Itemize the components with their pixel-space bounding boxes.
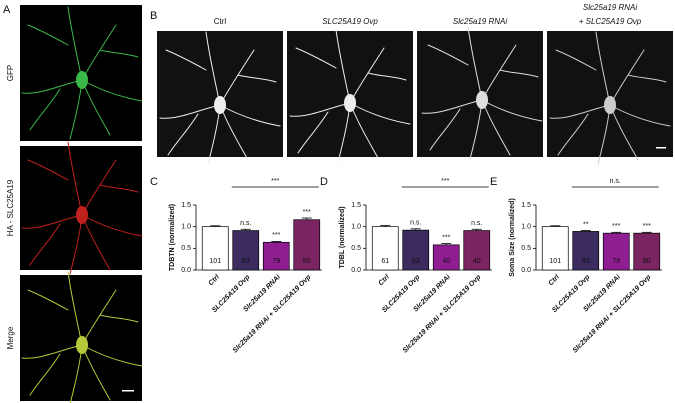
image-label: GFP <box>6 65 15 81</box>
bar <box>293 219 321 271</box>
y-tick-label: 0.0 <box>351 267 361 274</box>
image-label: Ctrl <box>214 17 227 26</box>
y-tick-label: 1.0 <box>351 224 361 231</box>
panel-a: A GFP HA - SLC25A19 Merge <box>3 4 143 403</box>
y-tick-label: 1.5 <box>521 202 531 209</box>
y-tick-label: 1.5 <box>181 202 191 209</box>
y-tick-label: 0.5 <box>351 245 361 252</box>
significance-label: n.s. <box>410 220 421 227</box>
n-label: 80 <box>303 258 311 265</box>
significance-label: n.s. <box>240 220 251 227</box>
scale-bar <box>122 390 134 392</box>
image-label: Slc25a19 RNAi <box>453 17 507 26</box>
panel-letter: A <box>3 4 11 16</box>
y-tick-label: 0.5 <box>181 245 191 252</box>
image-label: Merge <box>6 326 15 349</box>
bracket-label: *** <box>441 178 449 185</box>
n-label: 101 <box>549 258 561 265</box>
image-label: HA - SLC25A19 <box>6 179 15 236</box>
y-tick-label: 0.0 <box>521 267 531 274</box>
y-tick-label: 1.0 <box>521 224 531 231</box>
significance-label: ** <box>583 221 589 228</box>
y-axis-label: TDBL (normalized) <box>339 206 346 268</box>
n-label: 80 <box>643 258 651 265</box>
y-tick-label: 0.5 <box>521 245 531 252</box>
significance-label: *** <box>272 232 280 239</box>
n-label: 83 <box>412 258 420 265</box>
n-label: 83 <box>242 258 250 265</box>
image-label: SLC25A19 Ovp <box>322 17 378 26</box>
bracket-label: *** <box>271 178 279 185</box>
bar <box>232 230 260 271</box>
significance-label: *** <box>442 234 450 241</box>
y-axis-label: TDBTN (normalized) <box>169 204 176 271</box>
image <box>157 31 283 157</box>
y-tick-label: 1.5 <box>351 202 361 209</box>
bar <box>371 226 399 271</box>
panel-letter: B <box>150 10 157 22</box>
image <box>547 31 673 157</box>
panel-b: B Ctrl SLC25A19 Ovp Slc25a19 RNAi Slc25a… <box>150 3 673 165</box>
bar <box>432 244 460 271</box>
panel-letter: D <box>320 176 328 188</box>
image-label: Slc25a19 RNAi <box>583 3 637 12</box>
bracket-label: n.s. <box>610 178 621 185</box>
significance-label: *** <box>643 223 651 230</box>
x-tick-label: Ctrl <box>207 273 221 287</box>
scale-bar <box>656 147 666 149</box>
n-label: 79 <box>272 258 280 265</box>
y-tick-label: 1.0 <box>181 224 191 231</box>
significance-label: *** <box>612 223 620 230</box>
n-label: 79 <box>612 258 620 265</box>
x-tick-label: Ctrl <box>547 273 561 287</box>
bar <box>463 230 491 271</box>
bar <box>602 232 630 271</box>
n-label: 101 <box>209 258 221 265</box>
significance-label: *** <box>303 209 311 216</box>
y-axis-label: Soma Size (normalized) <box>509 198 516 277</box>
y-tick-label: 0.0 <box>181 267 191 274</box>
image-label: + SLC25A19 Ovp <box>579 17 642 26</box>
panel-letter: E <box>490 176 497 188</box>
x-tick-label: Ctrl <box>377 273 391 287</box>
n-label: 40 <box>473 258 481 265</box>
bar <box>633 232 661 271</box>
n-label: 83 <box>582 258 590 265</box>
n-label: 61 <box>381 258 389 265</box>
significance-label: n.s. <box>471 220 482 227</box>
panel-letter: C <box>150 176 158 188</box>
bar <box>262 241 290 271</box>
n-label: 40 <box>442 258 450 265</box>
